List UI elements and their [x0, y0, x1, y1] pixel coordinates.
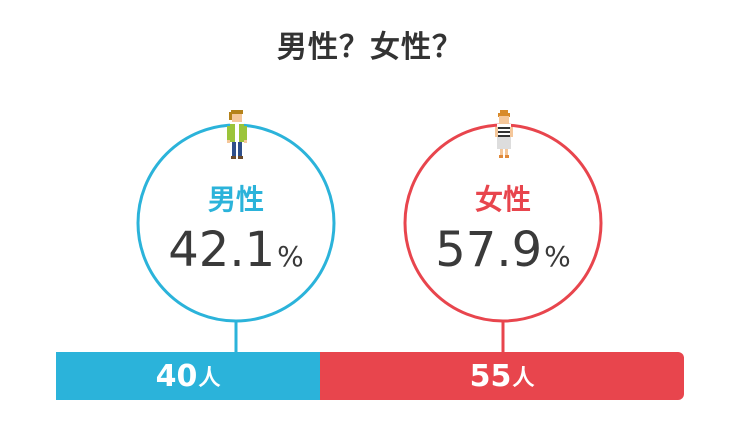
male-percent: 42.1%: [116, 222, 356, 278]
male-count-unit: 人: [198, 366, 221, 391]
female-count-unit: 人: [512, 366, 535, 391]
male-percent-value: 42.1: [168, 222, 276, 278]
man-pixel-icon: [227, 110, 247, 159]
male-percent-unit: %: [277, 240, 304, 273]
female-label: 女性: [474, 183, 531, 216]
male-label: 男性: [207, 183, 264, 216]
male-count-value: 40: [155, 358, 198, 394]
female-count-label: 55 人: [320, 352, 684, 400]
male-count-label: 40 人: [56, 352, 320, 400]
female-percent: 57.9%: [383, 222, 623, 278]
female-count-value: 55: [469, 358, 512, 394]
woman-pixel-icon: [495, 110, 513, 158]
female-percent-value: 57.9: [435, 222, 543, 278]
chart-title: 男性？女性？: [277, 30, 463, 65]
bar-male-corner: [56, 352, 68, 400]
female-percent-unit: %: [544, 240, 571, 273]
bar-male: [56, 352, 320, 400]
